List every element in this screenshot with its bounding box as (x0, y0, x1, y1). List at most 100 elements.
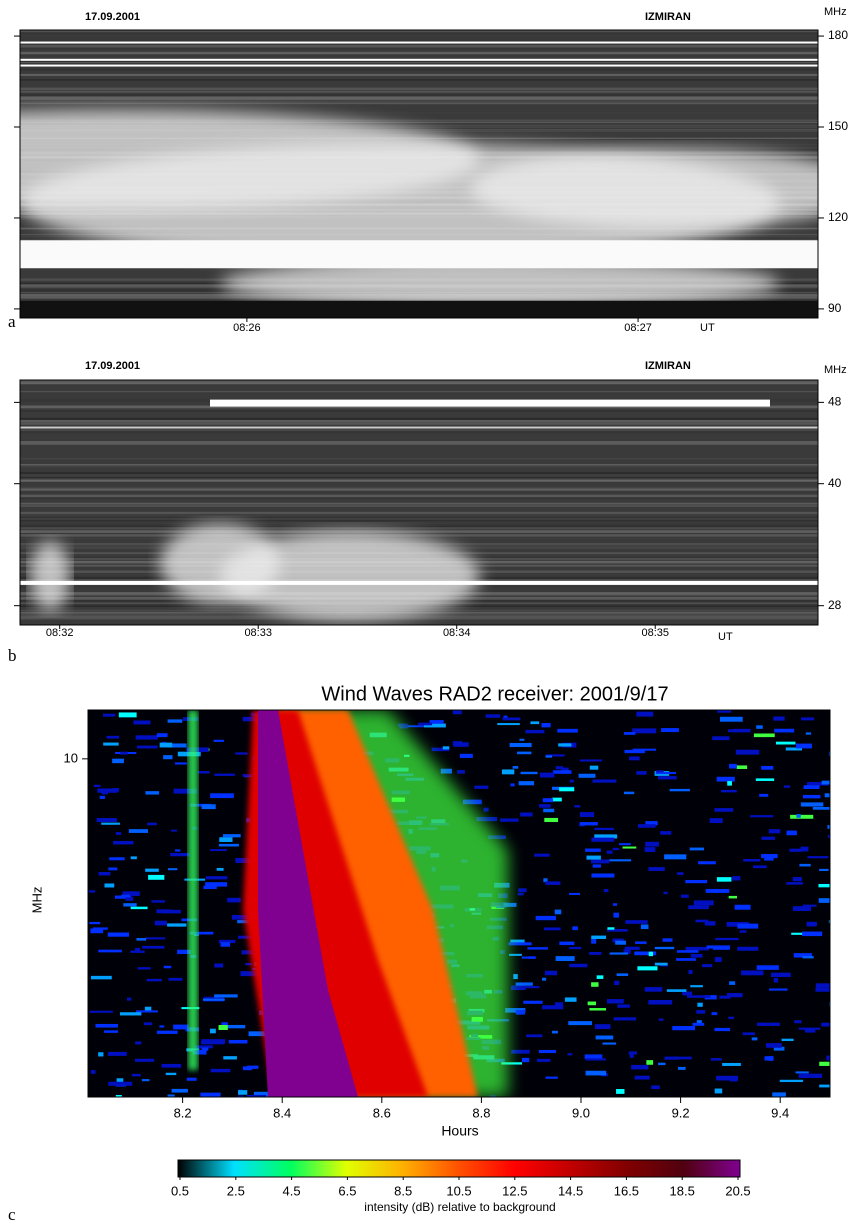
y-tick-label: 40 (828, 476, 842, 490)
noise (561, 767, 569, 772)
noise (510, 783, 515, 787)
noise (145, 791, 160, 795)
noise (632, 728, 657, 734)
stripe (20, 517, 818, 520)
noise (629, 1054, 634, 1058)
noise (248, 1031, 269, 1037)
noise (238, 1090, 248, 1095)
x-tick-label: 08:34 (443, 627, 471, 639)
noise (246, 1094, 267, 1097)
noise (804, 1028, 816, 1033)
noise (397, 723, 408, 727)
noise (635, 941, 647, 944)
noise (511, 985, 526, 991)
emission (470, 148, 818, 229)
noise (637, 966, 658, 971)
noise (517, 892, 524, 896)
noise (542, 1005, 564, 1010)
noise (503, 902, 517, 907)
noise (729, 763, 737, 769)
noise (161, 1063, 182, 1068)
noise (116, 1078, 124, 1083)
noise (108, 867, 118, 871)
noise (163, 755, 173, 760)
x-tick-label: 8.4 (273, 1105, 291, 1120)
noise (648, 867, 665, 871)
noise (794, 1020, 802, 1024)
noise (90, 928, 104, 934)
noise (774, 728, 795, 733)
y-tick-label: 90 (828, 301, 842, 315)
noise (223, 1056, 237, 1060)
noise (711, 1012, 718, 1016)
station: IZMIRAN (645, 360, 691, 372)
noise (201, 1047, 209, 1051)
noise (654, 962, 668, 966)
noise (771, 972, 791, 978)
noise (654, 946, 675, 950)
band (20, 240, 818, 269)
stripe (20, 45, 818, 48)
panel-letter: c (8, 1205, 16, 1221)
noise (123, 903, 137, 907)
y-tick-label: 120 (828, 210, 848, 224)
noise (457, 770, 465, 774)
noise (222, 834, 241, 838)
emission (30, 541, 70, 611)
noise (201, 804, 216, 810)
colorbar-tick-label: 6.5 (338, 1183, 356, 1198)
noise (607, 927, 615, 930)
noise (119, 1012, 142, 1016)
noise (638, 824, 656, 828)
stripe (20, 61, 818, 64)
noise (177, 949, 191, 955)
stripe (20, 382, 818, 385)
noise (131, 1073, 141, 1077)
noise (545, 1076, 558, 1079)
noise (628, 1051, 637, 1055)
noise (624, 749, 645, 754)
noise (534, 853, 550, 857)
noise (721, 789, 737, 793)
noise (122, 891, 140, 896)
noise (202, 998, 225, 1001)
noise (237, 1095, 244, 1097)
stripe (20, 466, 818, 469)
noise (554, 909, 562, 915)
noise (660, 831, 672, 835)
noise (751, 1037, 758, 1041)
noise (655, 772, 677, 775)
colorbar-tick-label: 18.5 (670, 1183, 695, 1198)
noise (636, 711, 654, 717)
noise (214, 773, 235, 776)
noise (716, 877, 732, 882)
noise (142, 945, 165, 949)
noise (118, 712, 137, 718)
noise (151, 900, 165, 903)
stripe (20, 526, 818, 528)
noise (218, 843, 239, 847)
noise (719, 716, 743, 722)
colorbar-tick-label: 12.5 (502, 1183, 527, 1198)
noise (737, 946, 759, 951)
colorbar-tick-label: 2.5 (227, 1183, 245, 1198)
noise (807, 856, 829, 859)
noise (735, 749, 760, 755)
noise (623, 732, 636, 735)
noise (821, 1022, 830, 1027)
noise (645, 821, 658, 826)
noise (93, 784, 101, 787)
noise (136, 1010, 158, 1013)
noise (591, 859, 610, 864)
noise (101, 792, 108, 795)
noise (213, 739, 224, 742)
x-tick-label: 9.0 (572, 1105, 590, 1120)
stripe (20, 519, 818, 522)
noise (242, 716, 260, 722)
noise (235, 857, 254, 863)
noise (219, 837, 233, 842)
noise (459, 753, 473, 759)
noise (127, 997, 132, 1001)
noise (591, 982, 599, 987)
noise (785, 747, 802, 751)
